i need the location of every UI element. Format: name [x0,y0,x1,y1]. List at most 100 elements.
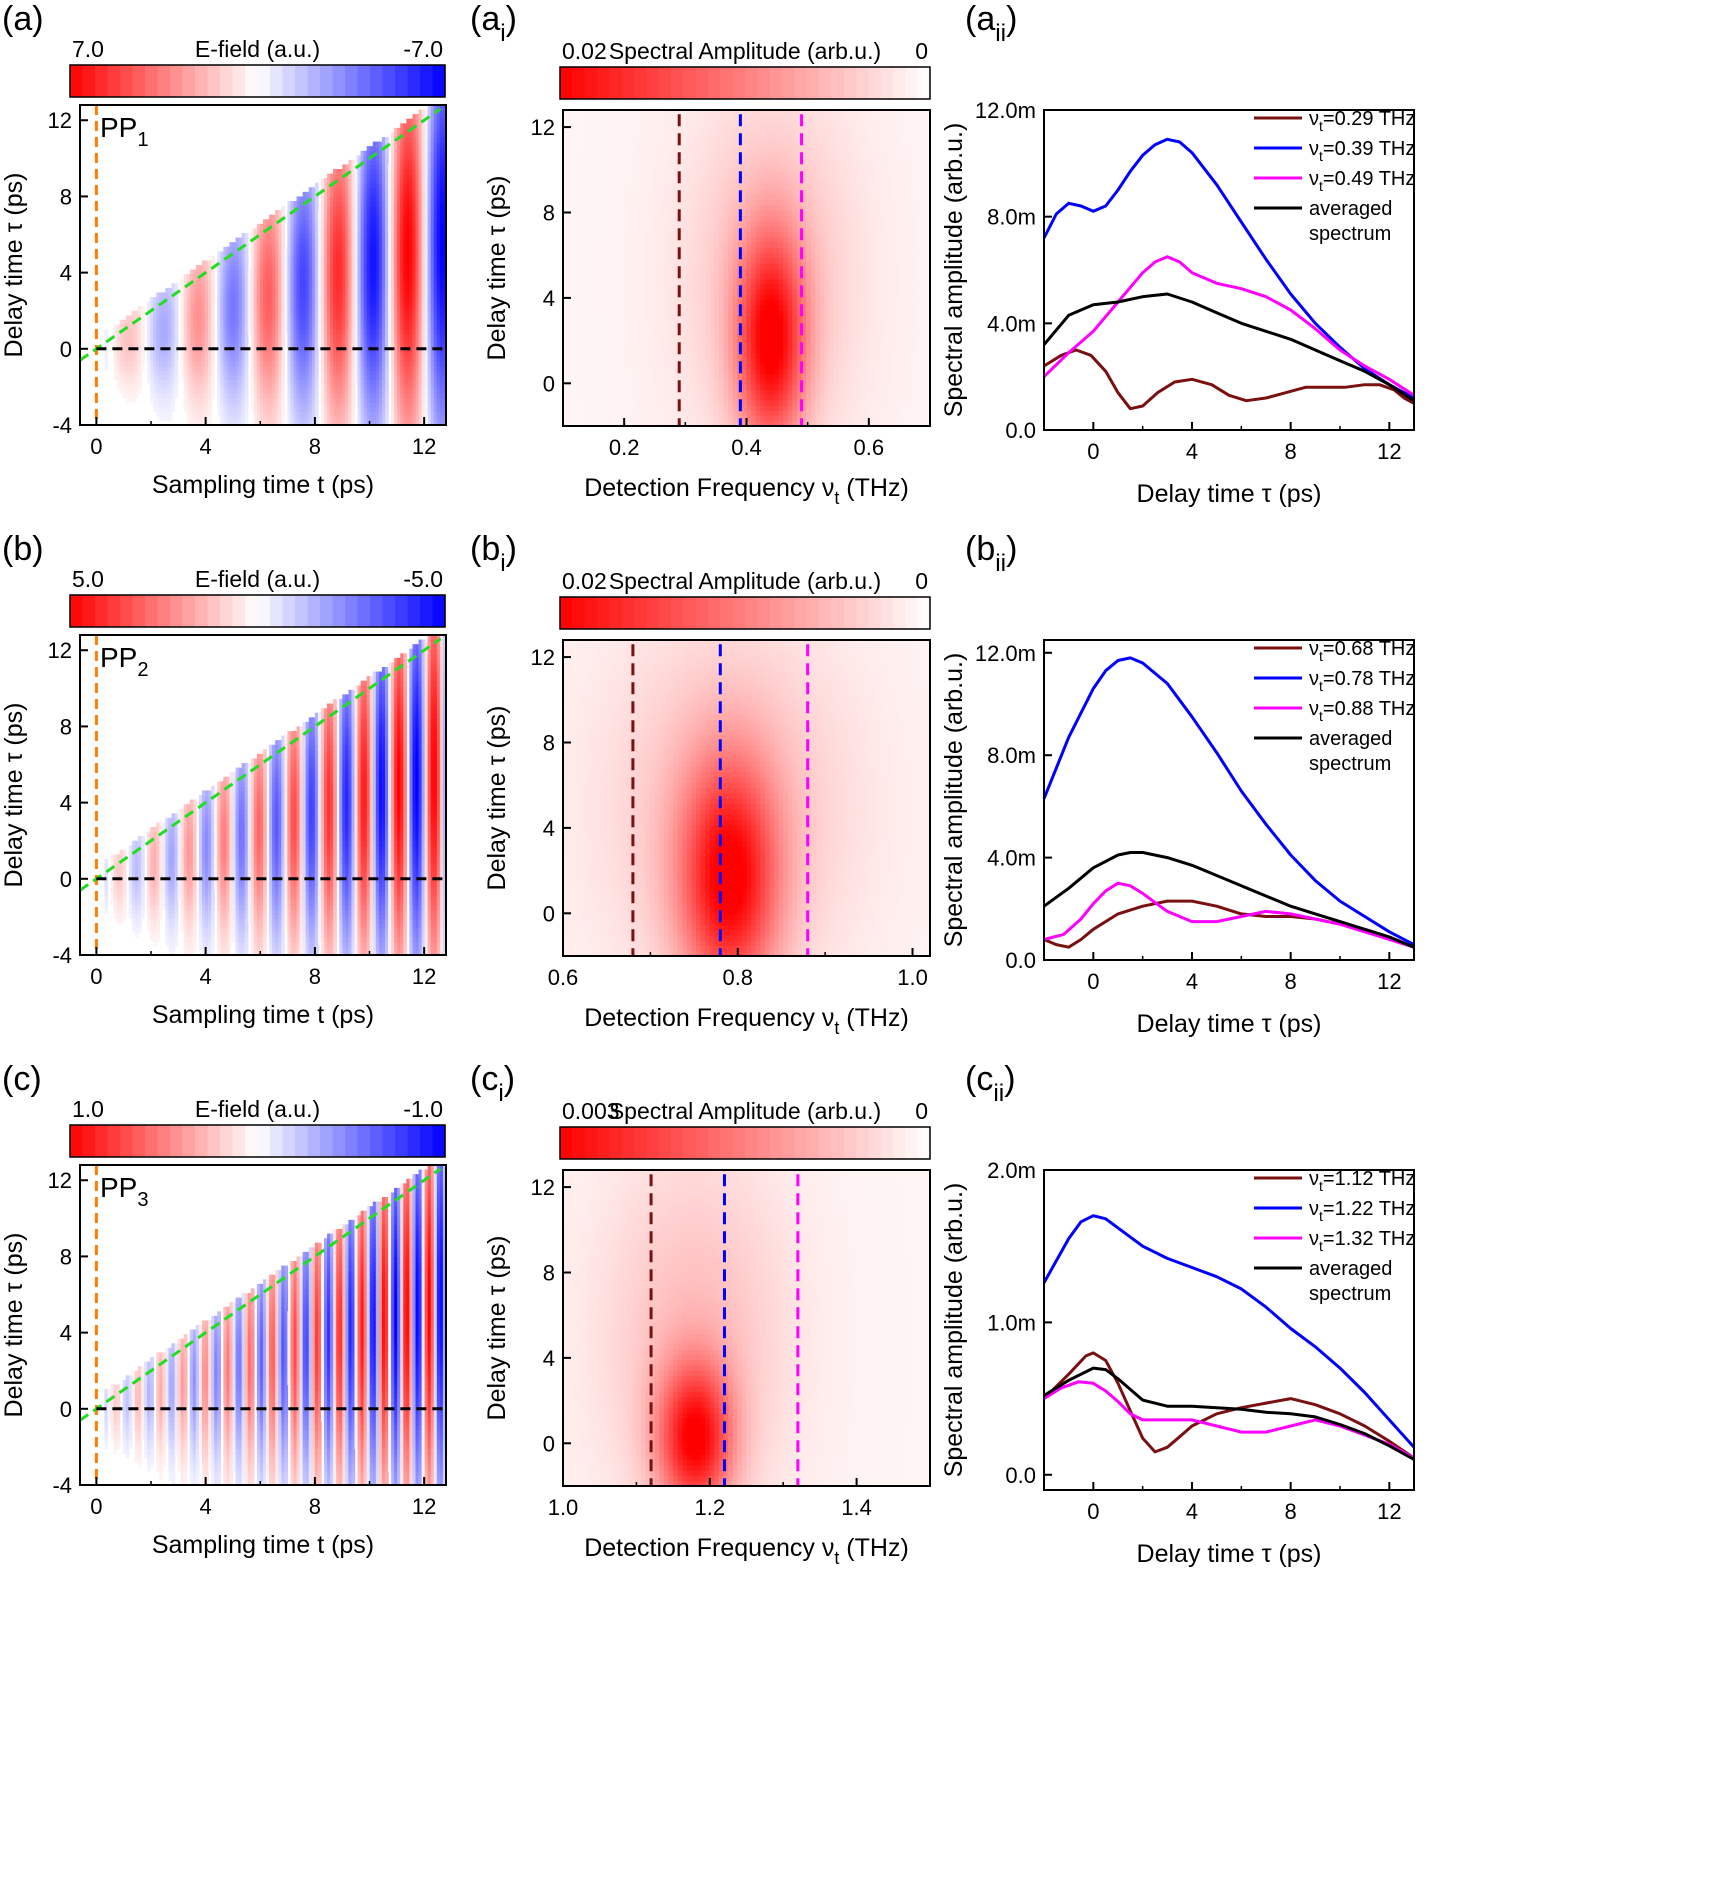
panel-a-heat-cell [125,383,130,390]
panel-a-heat-cell [275,415,279,422]
panel-a-heat-cell [290,361,295,367]
panel-ai-colorbar-cell [745,67,758,99]
panel-a-heat-cell [122,370,127,376]
panel-a-heat-cell [226,411,231,417]
panel-a-heat-cell [333,338,337,344]
panel-a-heat-cell [159,402,164,408]
panel-a-heat-cell [220,269,225,275]
panel-a-heat-cell [159,292,164,298]
panel-a-heat-cell [238,342,243,348]
panel-a-heat-cell [226,333,231,339]
panel-a-heat-cell [247,283,252,289]
panel-a-heat-cell [287,260,292,266]
panel-a-heat-cell [183,333,188,339]
panel-a-heat-cell [131,388,136,394]
panel-a-heat-cell [333,269,337,275]
panel-a-heat-cell [162,402,167,408]
panel-a-heat-cell [342,379,347,385]
panel-a-heat-cell [275,365,279,371]
panel-a-heat-cell [266,283,270,289]
panel-a-heat-cell [278,402,282,408]
panel-a-heat-cell [302,361,307,367]
panel-a-heat-cell [131,361,136,367]
panel-a-heat-cell [269,365,273,371]
panel-a-heat-cell [317,219,322,225]
panel-a-heat-cell [153,406,157,412]
panel-a-heat-cell [314,196,319,202]
panel-a-heat-cell [104,361,109,367]
panel-a-heat-cell [253,361,258,367]
panel-a-heat-cell [314,242,319,248]
panel-a-heat-cell [342,356,347,362]
panel-a-heat-cell [287,370,292,376]
panel-a-heat-cell [241,356,246,362]
panel-a-heat-cell [336,169,340,175]
panel-a-heat-cell [205,361,209,367]
panel-a-heat-cell [232,283,237,289]
panel-a-colorbar-cell [170,65,184,97]
panel-a-heat-cell [195,269,200,275]
panel-a-heat-cell [281,393,286,399]
panel-a-heat-cell [281,315,286,321]
panel-a-heat-cell [195,324,200,330]
panel-a-heat-cell [336,310,340,316]
panel-a-heat-cell [250,251,255,257]
panel-a-heat-cell [296,223,301,230]
panel-a-heat-cell [198,269,203,275]
panel-a-heat-cell [330,365,334,371]
panel-a-heat-cell [339,187,343,193]
panel-a-heat-cell [189,393,194,399]
panel-a-heat-cell [327,233,331,239]
panel-ai-heat-cell [567,362,573,369]
panel-a-heat-cell [195,411,200,417]
panel-a-heat-cell [256,260,261,266]
panel-a-heat-cell [183,388,188,394]
panel-a-heat-cell [256,324,261,330]
panel-a-heat-cell [308,420,313,426]
panel-a-heat-cell [250,297,255,303]
panel-a-heat-cell [162,329,167,335]
panel-a-heat-cell [266,315,270,321]
panel-ai-heat-cell [567,368,573,375]
panel-a-heat-cell [324,370,328,376]
panel-a-heat-cell [296,356,301,362]
panel-a-heat-cell [293,228,298,234]
panel-a-heat-cell [156,306,160,312]
panel-a-heat-cell [223,365,228,371]
panel-a-heat-cell [141,324,145,330]
panel-a-heat-cell [275,265,279,271]
panel-a-heat-cell [336,297,340,303]
panel-a-heat-cell [253,397,258,403]
panel-a-heat-cell [314,383,319,390]
panel-a-heat-cell [324,415,328,422]
panel-a-heat-cell [324,319,328,326]
panel-a-heat-cell [287,265,292,271]
panel-a-heat-cell [342,374,347,380]
panel-a-heat-cell [259,383,264,390]
panel-a-heat-cell [281,283,286,289]
panel-a-heat-cell [305,269,310,275]
panel-a-heat-cell [223,351,228,358]
panel-a-heat-cell [263,374,267,380]
panel-a-heat-cell [183,297,188,303]
panel-a-heat-cell [226,319,231,326]
panel-a-heat-cell [302,315,307,321]
panel-a-heat-cell [272,260,276,266]
panel-a-heat-cell [302,329,307,335]
panel-a-heat-cell [275,310,279,316]
panel-a-heat-cell [299,333,304,339]
panel-a-heat-cell [250,246,255,252]
panel-a-heat-cell [324,246,328,252]
panel-a-heat-cell [250,292,255,298]
panel-a-heat-cell [223,361,228,367]
panel-a-heat-cell [330,411,334,417]
panel-a-heat-cell [287,242,292,248]
panel-a-heat-cell [296,415,301,422]
panel-a-heat-cell [293,306,298,312]
panel-a-heat-cell [336,228,340,234]
panel-a-heat-cell [330,329,334,335]
panel-a-heat-cell [296,242,301,248]
panel-a-heat-cell [141,356,145,362]
panel-a-heat-cell [171,329,176,335]
panel-a-heat-cell [305,255,310,262]
